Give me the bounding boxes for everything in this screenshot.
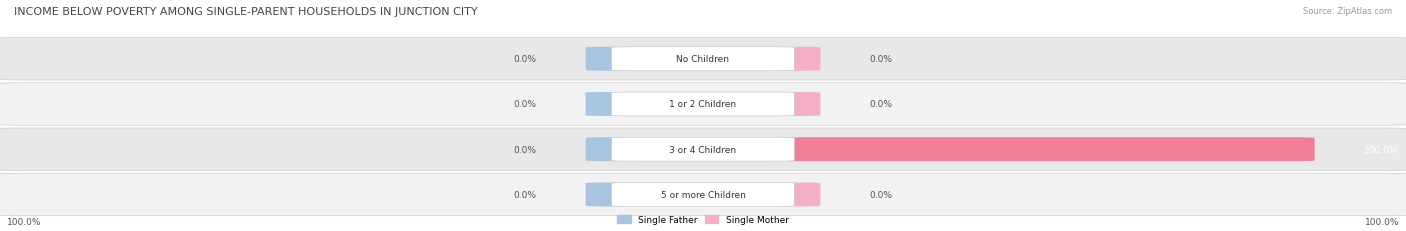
Text: 3 or 4 Children: 3 or 4 Children <box>669 145 737 154</box>
Text: No Children: No Children <box>676 55 730 64</box>
FancyBboxPatch shape <box>585 138 626 161</box>
FancyBboxPatch shape <box>585 93 626 116</box>
Text: 0.0%: 0.0% <box>513 100 537 109</box>
FancyBboxPatch shape <box>780 138 1315 161</box>
FancyBboxPatch shape <box>780 48 821 71</box>
Text: 100.0%: 100.0% <box>1364 145 1399 154</box>
FancyBboxPatch shape <box>780 93 821 116</box>
FancyBboxPatch shape <box>780 183 821 207</box>
Text: 0.0%: 0.0% <box>513 55 537 64</box>
FancyBboxPatch shape <box>612 138 794 161</box>
Legend: Single Father, Single Mother: Single Father, Single Mother <box>617 215 789 224</box>
Text: 100.0%: 100.0% <box>7 217 42 226</box>
Text: 0.0%: 0.0% <box>513 190 537 199</box>
FancyBboxPatch shape <box>585 48 626 71</box>
Text: INCOME BELOW POVERTY AMONG SINGLE-PARENT HOUSEHOLDS IN JUNCTION CITY: INCOME BELOW POVERTY AMONG SINGLE-PARENT… <box>14 7 478 17</box>
FancyBboxPatch shape <box>585 183 626 207</box>
FancyBboxPatch shape <box>612 93 794 116</box>
Text: 0.0%: 0.0% <box>869 190 893 199</box>
Text: 5 or more Children: 5 or more Children <box>661 190 745 199</box>
FancyBboxPatch shape <box>612 48 794 71</box>
Text: 0.0%: 0.0% <box>513 145 537 154</box>
FancyBboxPatch shape <box>0 83 1406 126</box>
Text: Source: ZipAtlas.com: Source: ZipAtlas.com <box>1303 7 1392 16</box>
Text: 0.0%: 0.0% <box>869 55 893 64</box>
Text: 100.0%: 100.0% <box>1364 217 1399 226</box>
Text: 0.0%: 0.0% <box>869 100 893 109</box>
FancyBboxPatch shape <box>0 128 1406 171</box>
FancyBboxPatch shape <box>0 38 1406 81</box>
FancyBboxPatch shape <box>0 173 1406 216</box>
FancyBboxPatch shape <box>612 183 794 207</box>
Text: 1 or 2 Children: 1 or 2 Children <box>669 100 737 109</box>
